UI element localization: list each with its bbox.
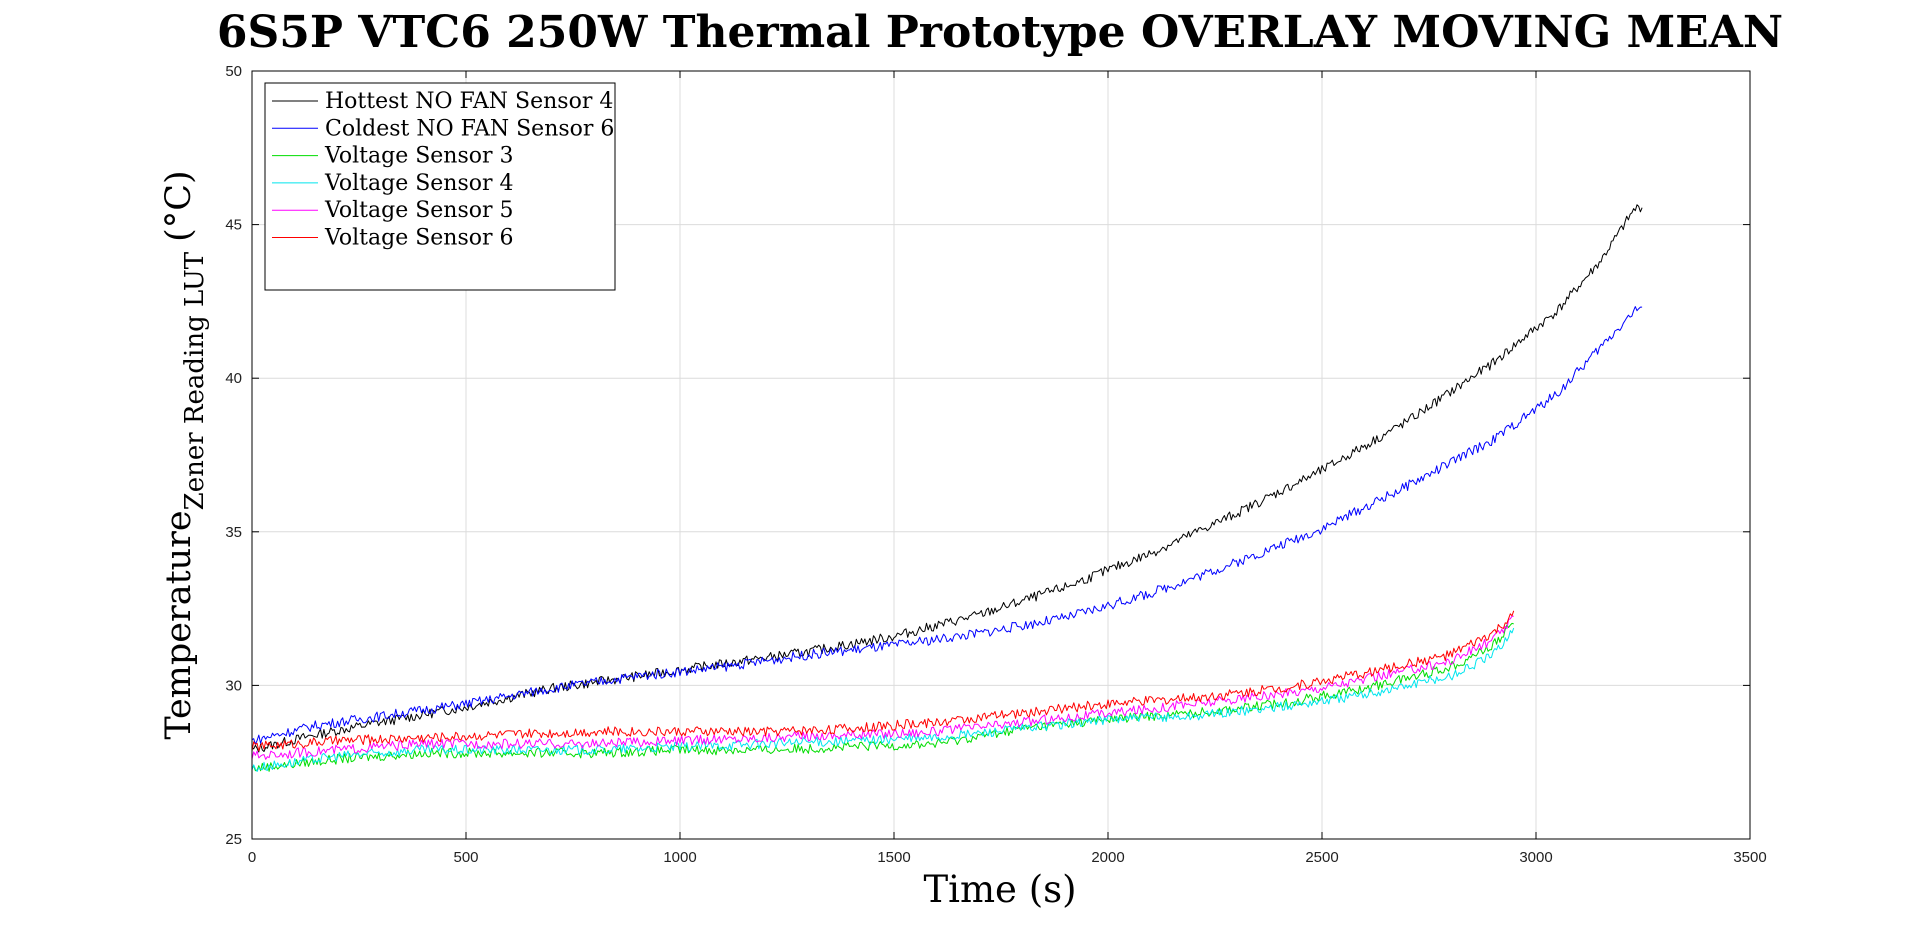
- series-lines: [251, 204, 1643, 772]
- grid-lines: [252, 71, 1750, 839]
- plot-area-frame: [251, 70, 1751, 840]
- y-tick-label: 30: [225, 677, 242, 694]
- series-line-4: [251, 627, 1515, 772]
- x-tick-label: 1500: [877, 849, 910, 866]
- legend-label-4: Voltage Sensor 4: [324, 171, 514, 196]
- legend-label-6: Voltage Sensor 6: [324, 226, 514, 251]
- y-tick-label: 50: [225, 63, 242, 80]
- y-tick-label: 35: [225, 524, 242, 541]
- y-tick-label: 25: [225, 831, 242, 848]
- svg-text:TemperatureZener Reading LUT(°: TemperatureZener Reading LUT (°C): [159, 170, 210, 739]
- series-line-1: [251, 204, 1643, 753]
- y-axis-label-main: Temperature: [159, 510, 199, 739]
- legend-label-1: Hottest NO FAN Sensor 4: [325, 89, 613, 114]
- series-line-6: [251, 610, 1515, 752]
- x-tick-label: 500: [453, 849, 478, 866]
- legend-box: [264, 82, 616, 291]
- y-axis-label: TemperatureZener Reading LUT (°C): [159, 170, 210, 739]
- y-tick-label: 40: [225, 370, 242, 387]
- series-line-5: [251, 615, 1514, 760]
- y-axis-label-unit: (°C): [159, 170, 199, 242]
- y-axis-label-subscript: Zener Reading LUT: [180, 251, 210, 510]
- x-tick-label: 3500: [1733, 849, 1766, 866]
- x-tick-label: 2000: [1091, 849, 1124, 866]
- legend-label-3: Voltage Sensor 3: [324, 144, 514, 169]
- x-tick-label: 1000: [663, 849, 696, 866]
- axis-ticks: 0 500 1000 1500 2000 2500 3000 3500 25 30 35 40 45 50: [225, 63, 1766, 866]
- y-tick-label: 45: [225, 217, 242, 234]
- legend-label-5: Voltage Sensor 5: [324, 198, 514, 223]
- x-tick-label: 3000: [1519, 849, 1552, 866]
- x-tick-label: 2500: [1305, 849, 1338, 866]
- series-line-2: [251, 306, 1643, 745]
- legend-label-2: Coldest NO FAN Sensor 6: [325, 116, 614, 141]
- x-tick-label: 0: [248, 849, 256, 866]
- chart-title: 6S5P VTC6 250W Thermal Prototype OVERLAY…: [217, 7, 1783, 58]
- series-line-3: [251, 622, 1514, 772]
- x-axis-label: Time (s): [923, 868, 1076, 911]
